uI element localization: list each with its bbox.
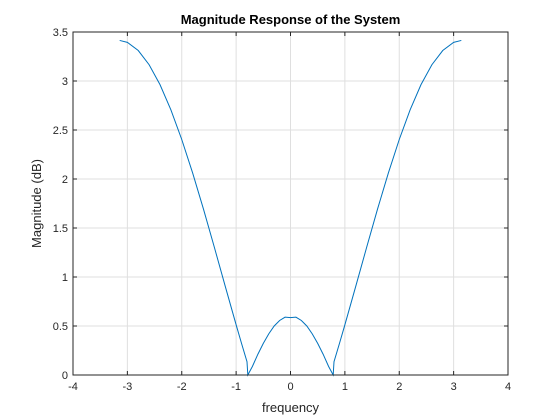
y-tick-label: 1 [62, 272, 68, 284]
y-tick-label: 0.5 [53, 321, 68, 333]
y-tick-label: 2 [62, 174, 68, 186]
magnitude-line [119, 39, 462, 377]
tick-marks [72, 31, 509, 376]
y-tick-label: 3 [62, 76, 68, 88]
x-axis-title: frequency [262, 400, 320, 415]
y-tick-label: 2.5 [53, 125, 68, 137]
x-tick-label: 0 [287, 381, 293, 393]
x-tick-label: 2 [396, 381, 402, 393]
x-tick-label: -4 [68, 381, 78, 393]
y-tick-labels: 0 0.5 1 1.5 2 2.5 3 3.5 [53, 27, 68, 382]
x-tick-label: -3 [122, 381, 132, 393]
x-tick-label: 3 [451, 381, 457, 393]
y-tick-label: 3.5 [53, 27, 68, 39]
x-tick-label: 1 [342, 381, 348, 393]
series-layer [119, 39, 462, 377]
chart-title: Magnitude Response of the System [181, 12, 401, 27]
y-tick-label: 1.5 [53, 223, 68, 235]
y-axis-title: Magnitude (dB) [29, 159, 44, 248]
x-tick-labels: -4 -3 -2 -1 0 1 2 3 4 [68, 381, 511, 393]
x-tick-label: 4 [505, 381, 511, 393]
y-tick-label: 0 [62, 370, 68, 382]
x-tick-label: -1 [231, 381, 241, 393]
x-tick-label: -2 [177, 381, 187, 393]
